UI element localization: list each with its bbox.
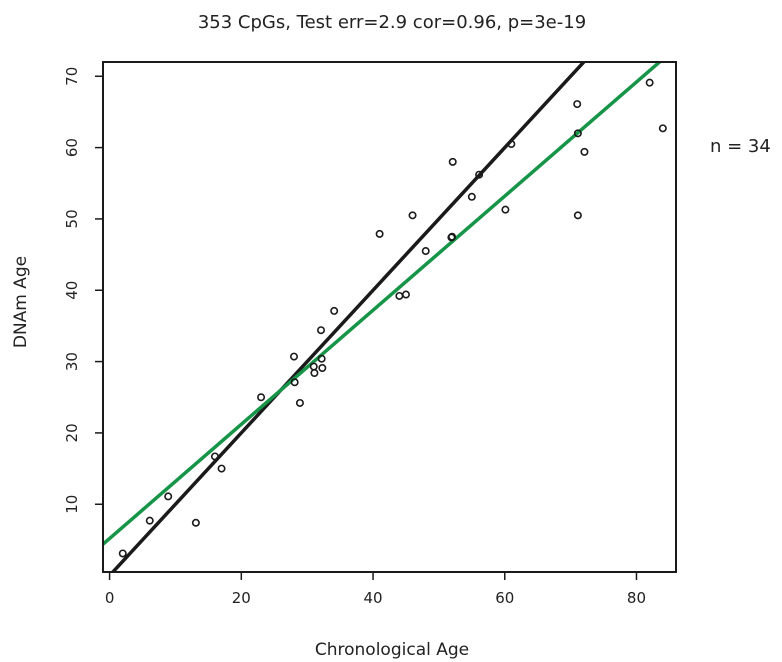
data-point bbox=[118, 549, 127, 558]
data-point bbox=[290, 378, 299, 387]
data-point bbox=[309, 362, 318, 371]
data-point bbox=[401, 290, 410, 299]
data-point bbox=[317, 354, 326, 363]
data-point bbox=[447, 233, 456, 242]
data-point bbox=[210, 452, 219, 461]
data-point bbox=[330, 306, 339, 315]
data-point bbox=[658, 124, 667, 133]
data-point bbox=[395, 291, 404, 300]
data-point bbox=[295, 398, 304, 407]
identity-line bbox=[110, 62, 587, 572]
data-point bbox=[573, 100, 582, 109]
axes-layer: 0 20 40 60 80 10 20 30 40 50 60 70 bbox=[63, 61, 677, 607]
y-tick-label: 30 bbox=[63, 352, 81, 371]
data-point bbox=[573, 129, 582, 138]
data-point bbox=[421, 247, 430, 256]
x-tick-label: 40 bbox=[363, 589, 382, 607]
fit-line bbox=[103, 62, 663, 546]
data-point bbox=[645, 78, 654, 87]
y-tick-label: 20 bbox=[63, 423, 81, 442]
plot-frame bbox=[102, 61, 677, 573]
data-point bbox=[467, 192, 476, 201]
data-point bbox=[448, 157, 457, 166]
data-point bbox=[318, 363, 327, 372]
x-tick-label: 60 bbox=[495, 589, 514, 607]
x-axis-label: Chronological Age bbox=[315, 640, 469, 660]
data-point bbox=[310, 368, 319, 377]
chart-title: 353 CpGs, Test err=2.9 cor=0.96, p=3e-19 bbox=[198, 12, 586, 33]
data-point bbox=[475, 170, 484, 179]
sample-count-annotation: n = 34 bbox=[710, 136, 771, 157]
data-point bbox=[580, 147, 589, 156]
data-point bbox=[408, 211, 417, 220]
y-tick-label: 50 bbox=[63, 209, 81, 228]
y-tick-label: 70 bbox=[63, 67, 81, 86]
data-point bbox=[164, 492, 173, 501]
regression-lines-layer bbox=[103, 62, 663, 572]
data-point bbox=[257, 393, 266, 402]
data-point bbox=[145, 516, 154, 525]
data-point bbox=[217, 464, 226, 473]
data-point bbox=[191, 518, 200, 527]
y-tick-label: 40 bbox=[63, 281, 81, 300]
y-axis-label: DNAm Age bbox=[11, 256, 31, 348]
data-point bbox=[507, 140, 516, 149]
x-tick-label: 20 bbox=[232, 589, 251, 607]
points-layer bbox=[118, 78, 667, 558]
y-tick-label: 60 bbox=[63, 138, 81, 157]
data-point bbox=[289, 352, 298, 361]
data-point bbox=[375, 229, 384, 238]
y-tick-label: 10 bbox=[63, 495, 81, 514]
data-point bbox=[573, 211, 582, 220]
data-point bbox=[317, 326, 326, 335]
data-point bbox=[501, 205, 510, 214]
x-tick-label: 0 bbox=[105, 589, 115, 607]
x-tick-label: 80 bbox=[627, 589, 646, 607]
